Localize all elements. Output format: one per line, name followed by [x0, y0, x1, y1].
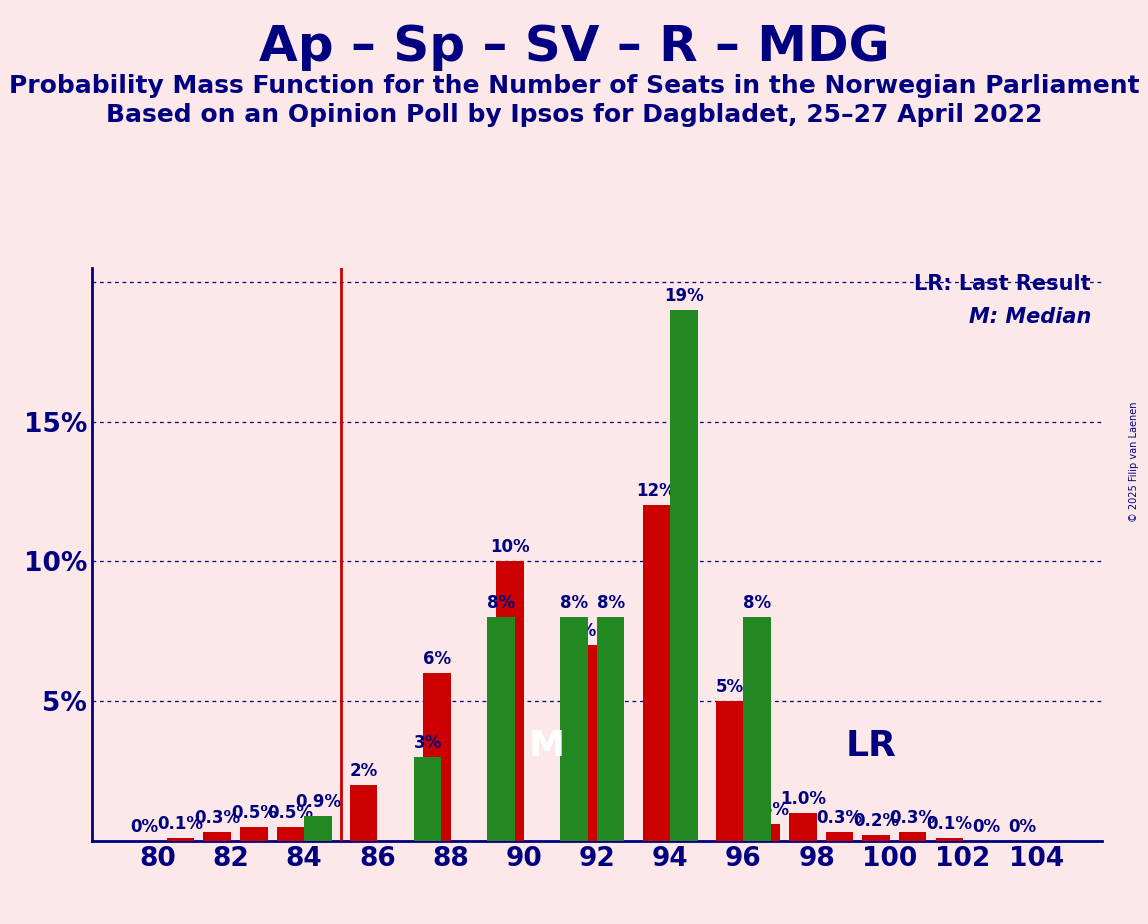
- Text: 8%: 8%: [560, 594, 588, 613]
- Text: M: M: [528, 729, 565, 762]
- Bar: [350, 785, 378, 841]
- Text: Probability Mass Function for the Number of Seats in the Norwegian Parliament: Probability Mass Function for the Number…: [9, 74, 1139, 98]
- Text: 0.3%: 0.3%: [890, 809, 936, 827]
- Bar: [670, 310, 698, 841]
- Bar: [560, 617, 588, 841]
- Text: LR: LR: [846, 729, 897, 762]
- Bar: [166, 838, 194, 841]
- Text: 0.1%: 0.1%: [157, 815, 203, 833]
- Bar: [496, 562, 523, 841]
- Bar: [643, 505, 670, 841]
- Bar: [203, 833, 231, 841]
- Bar: [716, 701, 744, 841]
- Bar: [277, 827, 304, 841]
- Text: 0%: 0%: [1008, 818, 1037, 836]
- Bar: [862, 835, 890, 841]
- Bar: [569, 645, 597, 841]
- Text: 0%: 0%: [130, 818, 158, 836]
- Text: 0.9%: 0.9%: [295, 793, 341, 810]
- Text: 2%: 2%: [349, 762, 378, 780]
- Text: 0.3%: 0.3%: [816, 809, 862, 827]
- Text: 6%: 6%: [422, 650, 451, 668]
- Text: LR: Last Result: LR: Last Result: [915, 274, 1091, 294]
- Text: Based on an Opinion Poll by Ipsos for Dagbladet, 25–27 April 2022: Based on an Opinion Poll by Ipsos for Da…: [106, 103, 1042, 128]
- Bar: [899, 833, 926, 841]
- Text: 0.3%: 0.3%: [194, 809, 240, 827]
- Text: 3%: 3%: [413, 734, 442, 752]
- Text: 0.2%: 0.2%: [853, 812, 899, 831]
- Text: 0%: 0%: [972, 818, 1000, 836]
- Text: 10%: 10%: [490, 539, 530, 556]
- Text: 0.5%: 0.5%: [267, 804, 313, 821]
- Text: © 2025 Filip van Laenen: © 2025 Filip van Laenen: [1128, 402, 1139, 522]
- Bar: [825, 833, 853, 841]
- Bar: [487, 617, 514, 841]
- Text: 5%: 5%: [715, 678, 744, 696]
- Bar: [597, 617, 625, 841]
- Text: 8%: 8%: [597, 594, 625, 613]
- Text: 19%: 19%: [664, 286, 704, 305]
- Text: 1.0%: 1.0%: [779, 790, 825, 808]
- Bar: [936, 838, 963, 841]
- Bar: [744, 617, 770, 841]
- Bar: [424, 674, 450, 841]
- Bar: [789, 813, 816, 841]
- Text: 8%: 8%: [487, 594, 515, 613]
- Text: 7%: 7%: [569, 622, 597, 640]
- Bar: [304, 816, 332, 841]
- Text: 0.6%: 0.6%: [743, 801, 789, 819]
- Text: 0.1%: 0.1%: [926, 815, 972, 833]
- Bar: [414, 757, 441, 841]
- Text: M: Median: M: Median: [969, 307, 1091, 327]
- Bar: [753, 824, 779, 841]
- Text: 0.5%: 0.5%: [231, 804, 277, 821]
- Text: Ap – Sp – SV – R – MDG: Ap – Sp – SV – R – MDG: [258, 23, 890, 71]
- Text: 12%: 12%: [636, 482, 676, 501]
- Text: 8%: 8%: [743, 594, 771, 613]
- Bar: [240, 827, 267, 841]
